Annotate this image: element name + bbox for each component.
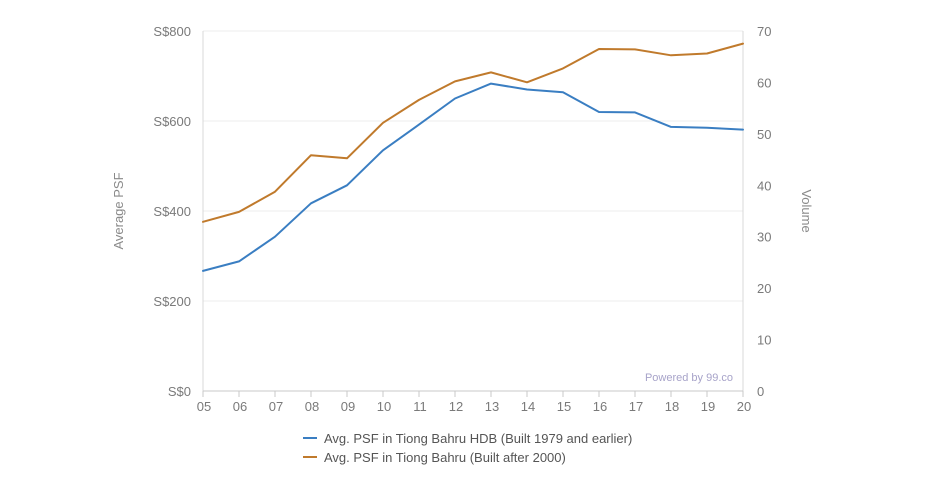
x-tick-label: 07 [269, 399, 283, 414]
x-tick-label: 11 [413, 399, 427, 414]
y-right-tick-label: 70 [757, 24, 771, 39]
x-tick-label: 13 [485, 399, 499, 414]
y-right-axis-title: Volume [799, 189, 814, 232]
y-right-tick-label: 0 [757, 384, 764, 399]
x-tick-label: 12 [449, 399, 463, 414]
x-tick-label: 08 [305, 399, 319, 414]
series-lines [202, 42, 744, 272]
grid-lines [203, 30, 743, 302]
x-tick-label: 20 [737, 399, 751, 414]
y-right-tick-label: 40 [757, 178, 771, 193]
x-tick-label: 16 [593, 399, 607, 414]
y-left-tick-label: S$800 [153, 24, 191, 39]
y-right-tick-label: 20 [757, 281, 771, 296]
y-right-tick-label: 10 [757, 333, 771, 348]
series-line-1 [202, 82, 744, 272]
x-tick-label: 05 [197, 399, 211, 414]
legend-label-1: Avg. PSF in Tiong Bahru HDB (Built 1979 … [324, 431, 632, 446]
y-right-tick-label: 30 [757, 230, 771, 245]
x-tick-label: 10 [377, 399, 391, 414]
x-tick-label: 06 [233, 399, 247, 414]
x-tick-label: 15 [557, 399, 571, 414]
legend: Avg. PSF in Tiong Bahru HDB (Built 1979 … [303, 431, 632, 465]
series-line-2 [202, 42, 744, 223]
x-tick-label: 14 [521, 399, 535, 414]
y-left-axis-title: Average PSF [111, 172, 126, 249]
y-left-tick-label: S$200 [153, 294, 191, 309]
y-right-tick-label: 50 [757, 127, 771, 142]
legend-label-2: Avg. PSF in Tiong Bahru (Built after 200… [324, 450, 566, 465]
x-tick-label: 18 [665, 399, 679, 414]
y-left-tick-label: S$600 [153, 114, 191, 129]
x-tick-label: 09 [341, 399, 355, 414]
axes: S$0 S$200 S$400 S$600 S$800 0 10 20 30 40 50 60 70 05… [111, 24, 814, 414]
x-tick-label: 17 [629, 399, 643, 414]
credit-label: Powered by 99.co [645, 372, 733, 384]
y-left-tick-label: S$400 [153, 204, 191, 219]
x-tick-label: 19 [701, 399, 715, 414]
y-left-tick-label: S$0 [168, 384, 191, 399]
y-right-tick-label: 60 [757, 75, 771, 90]
